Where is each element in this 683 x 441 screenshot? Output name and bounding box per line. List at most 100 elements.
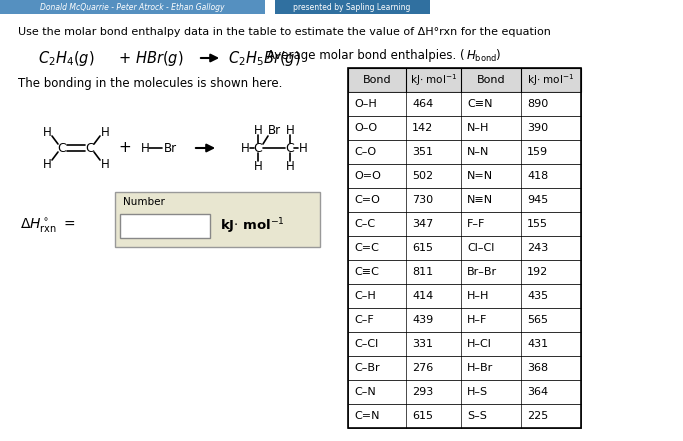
Text: 331: 331 xyxy=(412,339,433,349)
Bar xyxy=(348,140,581,164)
Text: 464: 464 xyxy=(412,99,433,109)
Text: 811: 811 xyxy=(412,267,433,277)
Text: kJ$\cdot$ mol$^{-1}$: kJ$\cdot$ mol$^{-1}$ xyxy=(220,216,285,236)
Text: 615: 615 xyxy=(412,411,433,421)
Text: 159: 159 xyxy=(527,147,548,157)
Text: H–S: H–S xyxy=(467,387,488,397)
Text: H: H xyxy=(42,126,51,138)
Text: 390: 390 xyxy=(527,123,548,133)
Bar xyxy=(348,68,581,92)
Text: 502: 502 xyxy=(412,171,433,181)
Text: 225: 225 xyxy=(527,411,548,421)
Text: 945: 945 xyxy=(527,195,548,205)
Text: Number: Number xyxy=(123,197,165,207)
Text: 276: 276 xyxy=(412,363,433,373)
Text: C–O: C–O xyxy=(354,147,376,157)
Text: C≡N: C≡N xyxy=(467,99,492,109)
Text: H–H: H–H xyxy=(467,291,490,301)
Text: 368: 368 xyxy=(527,363,548,373)
Text: H: H xyxy=(285,160,294,172)
Text: The bonding in the molecules is shown here.: The bonding in the molecules is shown he… xyxy=(18,76,282,90)
Text: Donald McQuarrie - Peter Atrock - Ethan Gallogy: Donald McQuarrie - Peter Atrock - Ethan … xyxy=(40,3,224,11)
Text: H–Br: H–Br xyxy=(467,363,493,373)
Text: $\Delta H^\circ_\mathrm{rxn}\ =$: $\Delta H^\circ_\mathrm{rxn}\ =$ xyxy=(20,217,76,235)
Text: H–F: H–F xyxy=(467,315,488,325)
Text: C–Cl: C–Cl xyxy=(354,339,378,349)
Text: C: C xyxy=(85,142,94,154)
Text: Br–Br: Br–Br xyxy=(467,267,497,277)
Text: Cl–Cl: Cl–Cl xyxy=(467,243,494,253)
Text: 351: 351 xyxy=(412,147,433,157)
Text: H: H xyxy=(253,123,262,137)
Text: N≡N: N≡N xyxy=(467,195,493,205)
Text: C=N: C=N xyxy=(354,411,380,421)
Text: 439: 439 xyxy=(412,315,433,325)
Text: O–H: O–H xyxy=(354,99,377,109)
Text: 293: 293 xyxy=(412,387,433,397)
Text: $C_2H_4(g)$: $C_2H_4(g)$ xyxy=(38,49,94,67)
Bar xyxy=(348,68,581,428)
Text: C–H: C–H xyxy=(354,291,376,301)
Bar xyxy=(348,92,581,116)
Text: 418: 418 xyxy=(527,171,548,181)
Text: O–O: O–O xyxy=(354,123,377,133)
Text: 347: 347 xyxy=(412,219,433,229)
Text: $C_2H_5Br(g)$: $C_2H_5Br(g)$ xyxy=(228,49,301,67)
Text: H: H xyxy=(253,160,262,172)
Text: N–N: N–N xyxy=(467,147,490,157)
Bar xyxy=(348,284,581,308)
Text: Bond: Bond xyxy=(477,75,505,85)
Bar xyxy=(348,116,581,140)
Text: C–Br: C–Br xyxy=(354,363,380,373)
Text: C: C xyxy=(253,142,262,154)
Text: 565: 565 xyxy=(527,315,548,325)
Text: C–N: C–N xyxy=(354,387,376,397)
Text: C: C xyxy=(57,142,66,154)
Bar xyxy=(275,0,430,14)
Text: 414: 414 xyxy=(412,291,433,301)
Text: Average molar bond enthalpies. (: Average molar bond enthalpies. ( xyxy=(267,49,464,63)
Text: H: H xyxy=(298,142,307,154)
Text: kJ$\cdot$ mol$^{-1}$: kJ$\cdot$ mol$^{-1}$ xyxy=(527,72,574,88)
Bar xyxy=(348,380,581,404)
Text: Br: Br xyxy=(163,142,177,154)
Text: presented by Sapling Learning: presented by Sapling Learning xyxy=(293,3,410,11)
Text: H: H xyxy=(285,123,294,137)
Text: F–F: F–F xyxy=(467,219,486,229)
Text: C–C: C–C xyxy=(354,219,375,229)
Text: Use the molar bond enthalpy data in the table to estimate the value of ΔH°rxn fo: Use the molar bond enthalpy data in the … xyxy=(18,27,551,37)
Text: 364: 364 xyxy=(527,387,548,397)
Bar xyxy=(120,214,210,238)
Text: C: C xyxy=(285,142,294,154)
Text: 192: 192 xyxy=(527,267,548,277)
Text: H: H xyxy=(240,142,249,154)
Text: +: + xyxy=(119,141,131,156)
Text: 142: 142 xyxy=(412,123,433,133)
Text: 243: 243 xyxy=(527,243,548,253)
Text: H: H xyxy=(100,157,109,171)
Text: Bond: Bond xyxy=(363,75,391,85)
Bar xyxy=(348,212,581,236)
Text: $\mathit{H}_\mathrm{bond}$): $\mathit{H}_\mathrm{bond}$) xyxy=(466,48,502,64)
Bar xyxy=(348,236,581,260)
Bar xyxy=(348,332,581,356)
Text: 730: 730 xyxy=(412,195,433,205)
Text: $+\ HBr(g)$: $+\ HBr(g)$ xyxy=(118,49,184,67)
Text: H: H xyxy=(42,157,51,171)
Text: N=N: N=N xyxy=(467,171,493,181)
Bar xyxy=(348,356,581,380)
Bar xyxy=(348,188,581,212)
Text: kJ$\cdot$ mol$^{-1}$: kJ$\cdot$ mol$^{-1}$ xyxy=(410,72,457,88)
Text: 155: 155 xyxy=(527,219,548,229)
Bar xyxy=(348,308,581,332)
Bar xyxy=(348,260,581,284)
Text: C–F: C–F xyxy=(354,315,374,325)
Text: Br: Br xyxy=(268,123,281,137)
Text: O=O: O=O xyxy=(354,171,381,181)
Text: C=C: C=C xyxy=(354,243,379,253)
Text: 435: 435 xyxy=(527,291,548,301)
Text: N–H: N–H xyxy=(467,123,490,133)
Text: 890: 890 xyxy=(527,99,548,109)
Text: 615: 615 xyxy=(412,243,433,253)
Text: H: H xyxy=(100,126,109,138)
